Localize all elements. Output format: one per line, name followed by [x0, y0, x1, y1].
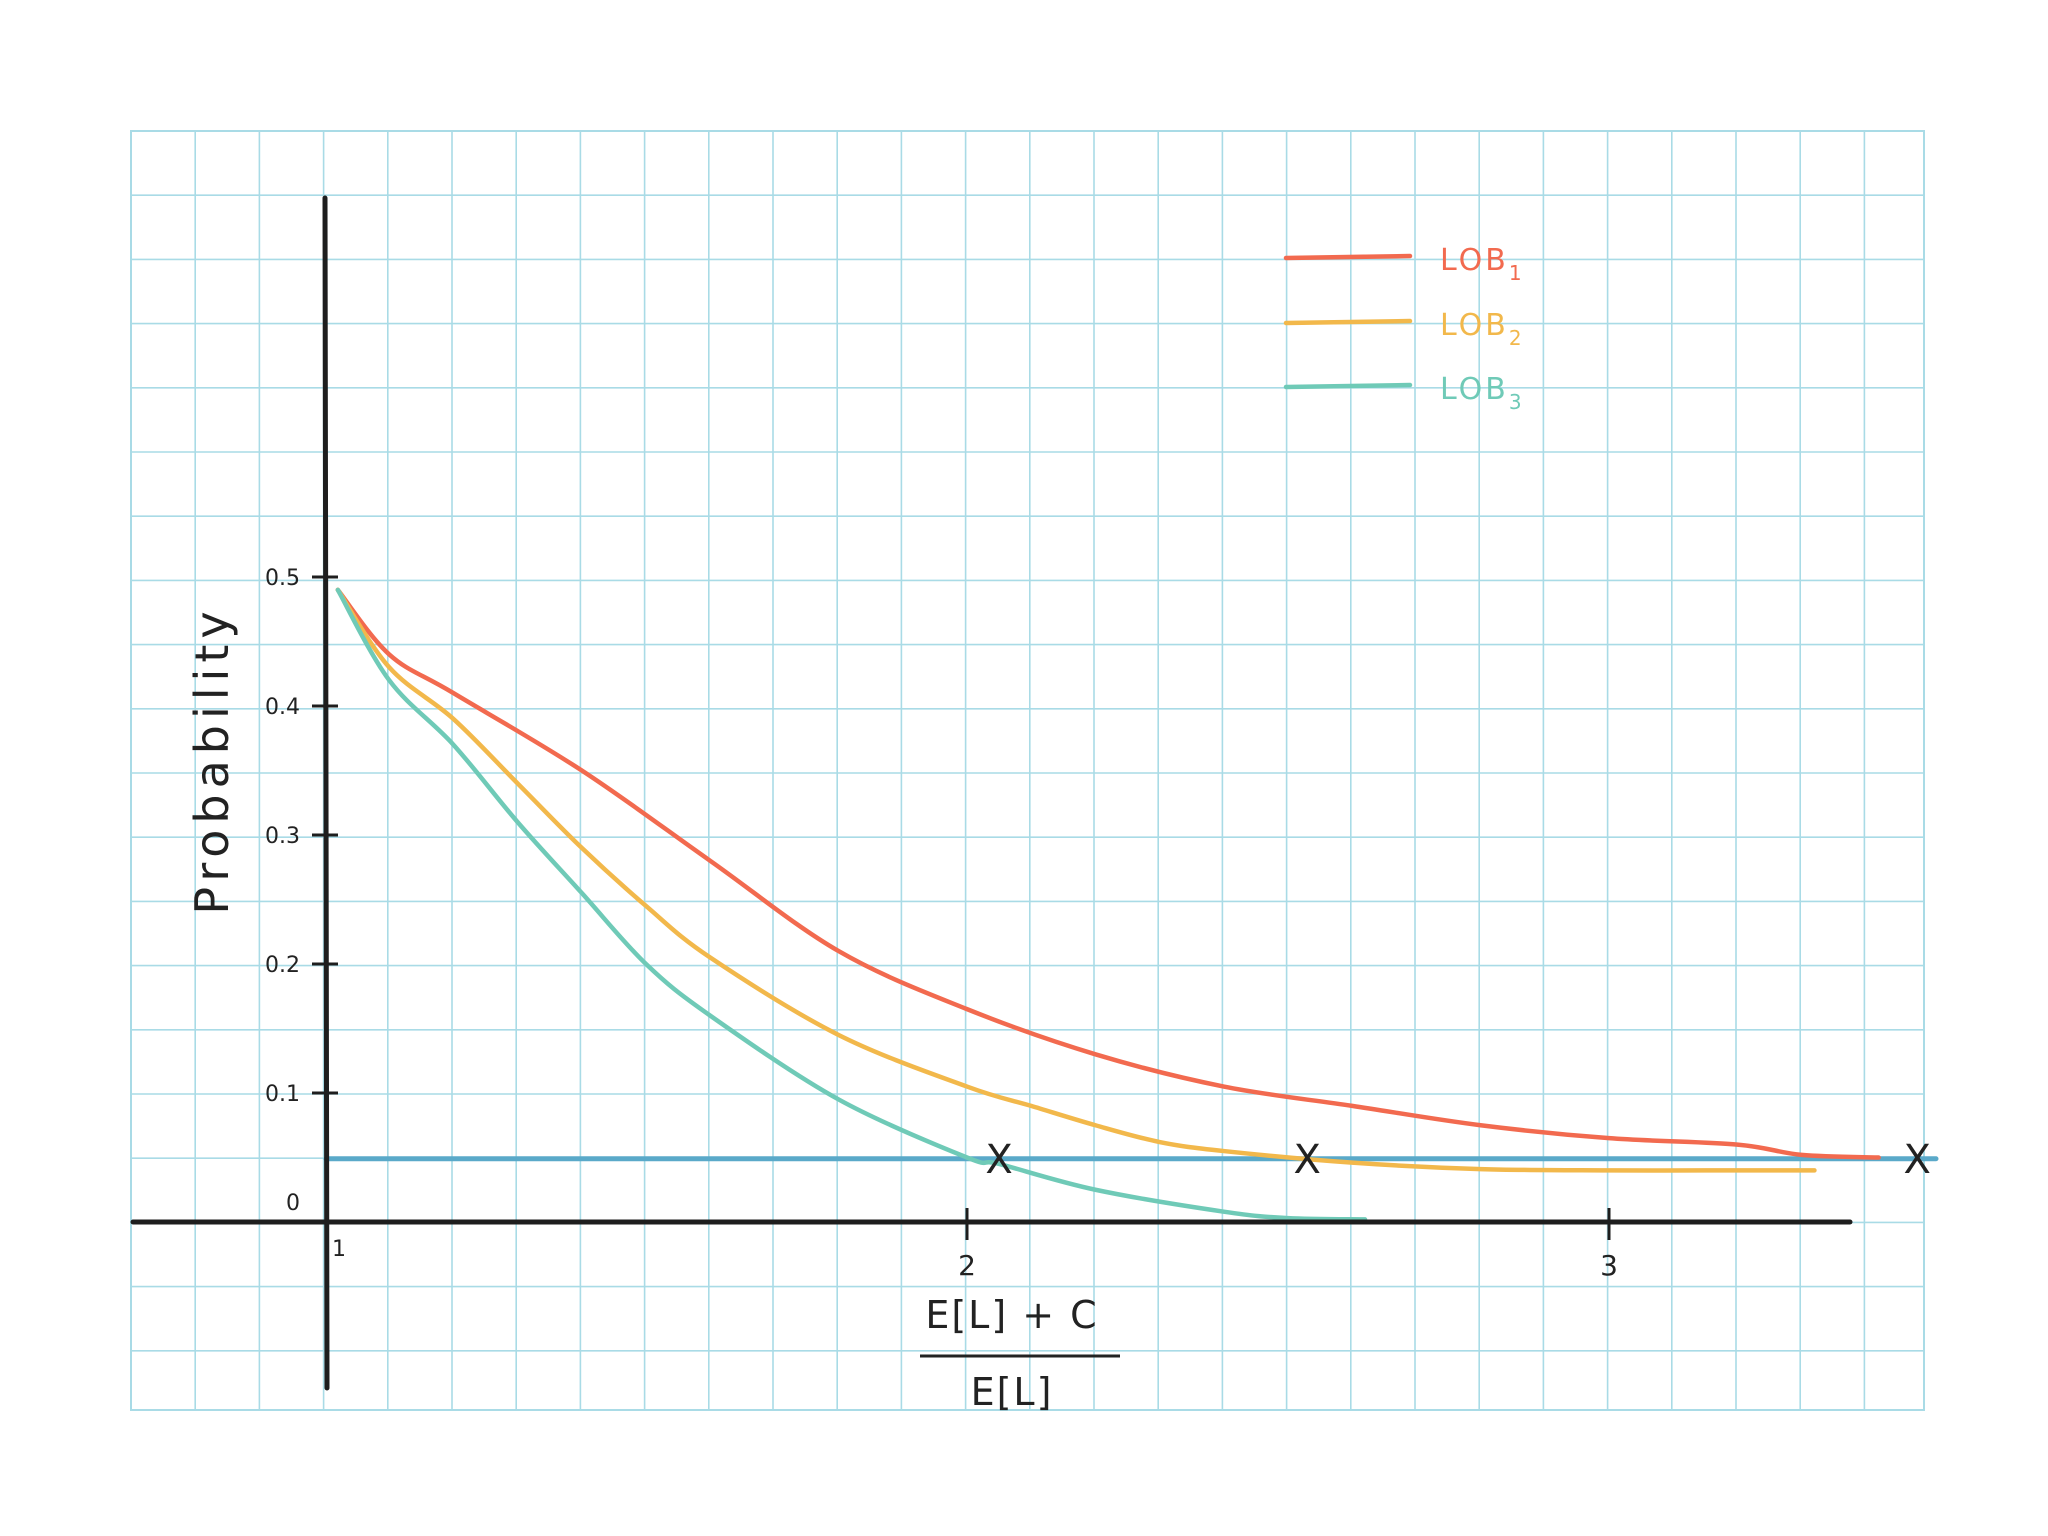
y-tick-label: 0.5 [265, 566, 300, 591]
axis-ticks: 0 0.1 0.2 0.3 0.4 0.5 1 2 3 [265, 566, 1618, 1282]
x-axis-title: E[L] + C E[L] [920, 1293, 1120, 1414]
series-lines [335, 587, 1881, 1222]
series-line-lob2 [335, 587, 1817, 1173]
y-tick-label: 0 [286, 1191, 300, 1216]
legend-swatch-lob3 [1283, 382, 1413, 390]
axes [130, 195, 1853, 1391]
graph-paper-grid [130, 130, 1925, 1411]
y-axis-title: Probability [185, 605, 239, 914]
y-tick-label: 0.2 [265, 953, 300, 978]
intersection-marker: X [1903, 1137, 1930, 1183]
x-tick-label: 1 [332, 1237, 346, 1262]
legend-label-lob2: LOB2 [1440, 308, 1525, 350]
y-tick-label: 0.1 [265, 1082, 300, 1107]
series-line-lob1 [335, 587, 1881, 1160]
y-tick-label: 0.3 [265, 824, 300, 849]
x-axis-title-numerator: E[L] + C [925, 1293, 1098, 1337]
legend-label-lob3: LOB3 [1440, 372, 1525, 414]
legend-swatch-lob2 [1283, 318, 1413, 326]
legend-label-lob1: LOB1 [1440, 243, 1525, 285]
legend: LOB1 LOB2 LOB3 [1283, 243, 1525, 414]
y-tick-label: 0.4 [265, 695, 300, 720]
intersection-marker: X [1294, 1137, 1321, 1183]
legend-swatch-lob1 [1283, 253, 1413, 261]
series-line-lob3 [335, 587, 1368, 1222]
intersection-marker: X [985, 1137, 1012, 1183]
x-tick-label: 2 [958, 1249, 976, 1282]
x-axis-title-denominator: E[L] [971, 1370, 1054, 1414]
y-axis-line [322, 195, 330, 1391]
x-tick-label: 3 [1600, 1249, 1618, 1282]
